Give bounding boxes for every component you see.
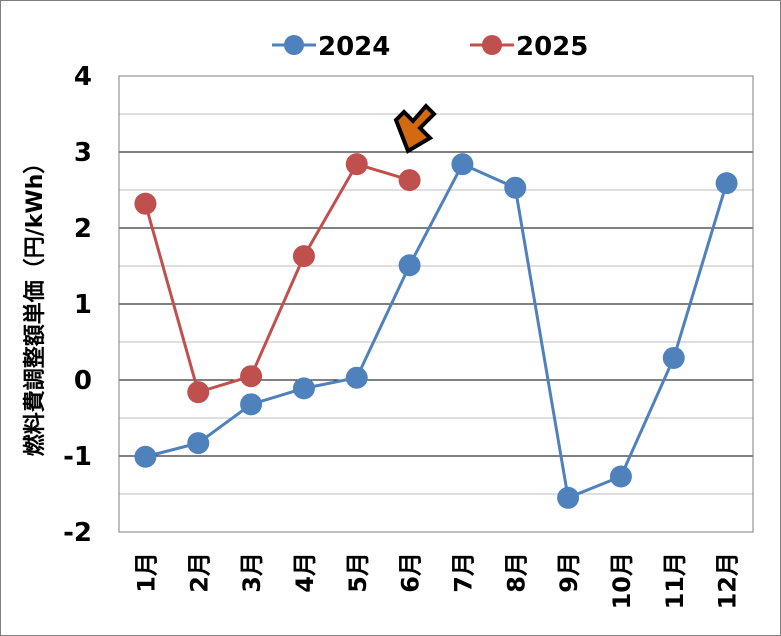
x-tick-label: 2月 bbox=[185, 552, 213, 593]
series-line bbox=[143, 162, 411, 395]
legend: 2024 2025 bbox=[272, 32, 588, 62]
x-tick-label: 1月 bbox=[132, 552, 160, 593]
data-point bbox=[134, 192, 157, 215]
data-point bbox=[662, 346, 685, 369]
series-line bbox=[145, 162, 729, 500]
data-point bbox=[715, 172, 738, 195]
legend-item: 2024 bbox=[272, 32, 390, 62]
x-tick-label: 12月 bbox=[714, 552, 742, 609]
series-2025 bbox=[134, 153, 421, 404]
legend-label: 2024 bbox=[318, 32, 390, 62]
gridlines bbox=[119, 113, 753, 495]
down-arrow-icon bbox=[393, 103, 437, 154]
legend-label: 2025 bbox=[516, 32, 588, 62]
data-point bbox=[134, 445, 157, 468]
y-tick-label: -1 bbox=[63, 442, 92, 472]
data-point bbox=[504, 176, 527, 199]
x-tick-label: 4月 bbox=[291, 552, 319, 593]
x-tick-label: 5月 bbox=[344, 552, 372, 593]
data-point bbox=[609, 465, 632, 488]
x-tick-label: 7月 bbox=[449, 552, 477, 593]
data-point bbox=[240, 393, 263, 416]
data-point bbox=[187, 432, 210, 455]
data-point bbox=[451, 153, 474, 176]
y-tick-label: 2 bbox=[74, 214, 92, 244]
y-tick-label: 4 bbox=[74, 62, 92, 92]
y-axis-label: 燃料費調整額単価（円/kWh） bbox=[22, 152, 48, 457]
x-tick-label: 10月 bbox=[608, 552, 636, 609]
x-tick-label: 9月 bbox=[555, 552, 583, 593]
data-point bbox=[345, 153, 368, 176]
data-point bbox=[557, 486, 580, 509]
data-point bbox=[398, 254, 421, 277]
legend-marker bbox=[284, 35, 304, 55]
data-point bbox=[240, 365, 263, 388]
y-tick-label: 3 bbox=[74, 138, 92, 168]
x-tick-labels: 1月 2月 3月 4月 5月 6月 7月 8月 9月 10月 11月 12月 bbox=[132, 552, 741, 609]
data-point bbox=[187, 381, 210, 404]
x-tick-label: 3月 bbox=[238, 552, 266, 593]
y-tick-labels: -2 -1 0 1 2 3 4 bbox=[63, 62, 92, 548]
data-point bbox=[292, 377, 315, 400]
legend-marker bbox=[482, 35, 502, 55]
legend-item: 2025 bbox=[470, 32, 588, 62]
series-2024 bbox=[134, 153, 738, 509]
y-tick-label: 0 bbox=[74, 366, 92, 396]
x-tick-label: 6月 bbox=[397, 552, 425, 593]
x-tick-label: 8月 bbox=[502, 552, 530, 593]
x-tick-label: 11月 bbox=[661, 552, 689, 609]
arrow-annotation bbox=[393, 103, 437, 154]
plot-area bbox=[118, 75, 754, 533]
data-point bbox=[292, 245, 315, 268]
data-point bbox=[398, 169, 421, 192]
series-lines bbox=[134, 153, 738, 509]
y-tick-label: 1 bbox=[74, 290, 92, 320]
y-tick-label: -2 bbox=[63, 518, 92, 548]
data-point bbox=[345, 366, 368, 389]
